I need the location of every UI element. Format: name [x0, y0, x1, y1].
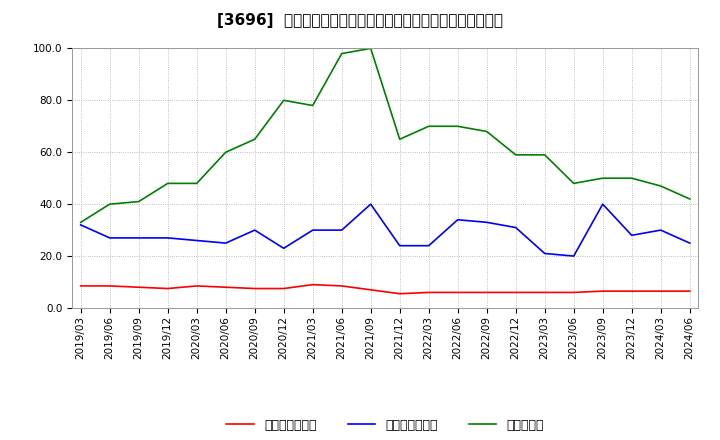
在庫回転率	[541, 152, 549, 158]
買入債務回転率	[627, 233, 636, 238]
買入債務回転率	[685, 240, 694, 246]
売上債権回転率	[163, 286, 172, 291]
売上債権回転率	[366, 287, 375, 293]
在庫回転率	[105, 202, 114, 207]
在庫回転率	[482, 129, 491, 134]
在庫回転率	[395, 136, 404, 142]
売上債権回転率	[598, 289, 607, 294]
売上債権回転率	[308, 282, 317, 287]
買入債務回転率	[454, 217, 462, 222]
買入債務回転率	[308, 227, 317, 233]
買入債務回転率	[251, 227, 259, 233]
買入債務回転率	[338, 227, 346, 233]
在庫回転率	[424, 124, 433, 129]
在庫回転率	[251, 136, 259, 142]
売上債権回転率	[221, 285, 230, 290]
買入債務回転率	[424, 243, 433, 248]
売上債権回転率	[135, 285, 143, 290]
売上債権回転率	[541, 290, 549, 295]
在庫回転率	[657, 183, 665, 189]
在庫回転率	[570, 181, 578, 186]
在庫回転率	[685, 196, 694, 202]
在庫回転率	[163, 181, 172, 186]
買入債務回転率	[657, 227, 665, 233]
買入債務回転率	[135, 235, 143, 241]
在庫回転率	[135, 199, 143, 204]
買入債務回転率	[221, 240, 230, 246]
在庫回転率	[598, 176, 607, 181]
買入債務回転率	[163, 235, 172, 241]
買入債務回転率	[105, 235, 114, 241]
買入債務回転率	[511, 225, 520, 230]
在庫回転率	[279, 98, 288, 103]
Line: 買入債務回転率: 買入債務回転率	[81, 204, 690, 256]
売上債権回転率	[76, 283, 85, 289]
売上債権回転率	[395, 291, 404, 297]
売上債権回転率	[454, 290, 462, 295]
買入債務回転率	[570, 253, 578, 259]
売上債権回転率	[627, 289, 636, 294]
買入債務回転率	[541, 251, 549, 256]
売上債権回転率	[192, 283, 201, 289]
売上債権回転率	[105, 283, 114, 289]
売上債権回転率	[657, 289, 665, 294]
在庫回転率	[366, 46, 375, 51]
在庫回転率	[76, 220, 85, 225]
在庫回転率	[454, 124, 462, 129]
買入債務回転率	[482, 220, 491, 225]
売上債権回転率	[424, 290, 433, 295]
在庫回転率	[308, 103, 317, 108]
在庫回転率	[338, 51, 346, 56]
在庫回転率	[627, 176, 636, 181]
買入債務回転率	[279, 246, 288, 251]
売上債権回転率	[251, 286, 259, 291]
Line: 売上債権回転率: 売上債権回転率	[81, 285, 690, 294]
売上債権回転率	[279, 286, 288, 291]
買入債務回転率	[76, 222, 85, 227]
在庫回転率	[511, 152, 520, 158]
在庫回転率	[192, 181, 201, 186]
売上債権回転率	[570, 290, 578, 295]
売上債権回転率	[511, 290, 520, 295]
買入債務回転率	[598, 202, 607, 207]
買入債務回転率	[192, 238, 201, 243]
Legend: 売上債権回転率, 買入債務回転率, 在庫回転率: 売上債権回転率, 買入債務回転率, 在庫回転率	[222, 414, 549, 437]
売上債権回転率	[482, 290, 491, 295]
Line: 在庫回転率: 在庫回転率	[81, 48, 690, 222]
買入債務回転率	[395, 243, 404, 248]
在庫回転率	[221, 150, 230, 155]
買入債務回転率	[366, 202, 375, 207]
売上債権回転率	[685, 289, 694, 294]
Text: [3696]  売上債権回転率、買入債務回転率、在庫回転率の推移: [3696] 売上債権回転率、買入債務回転率、在庫回転率の推移	[217, 13, 503, 28]
売上債権回転率	[338, 283, 346, 289]
